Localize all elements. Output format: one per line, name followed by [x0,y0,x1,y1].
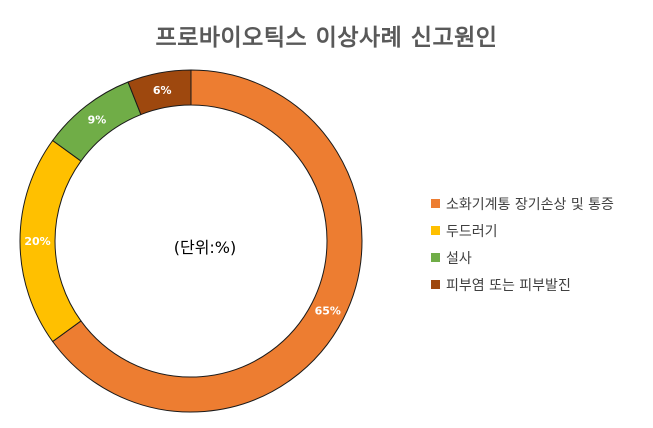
legend-label: 소화기계통 장기손상 및 통증 [446,196,614,213]
center-unit-label: (단위:%) [173,238,237,257]
legend-label: 설사 [446,250,472,267]
donut-slice [127,69,192,116]
slice-data-label: 9% [88,114,107,127]
donut-slice [51,69,363,413]
legend-swatch [431,226,440,235]
legend-swatch [431,253,440,262]
legend-swatch [431,199,440,208]
slice-data-label: 6% [153,84,172,97]
legend-label: 두드러기 [446,223,498,240]
legend: 소화기계통 장기손상 및 통증 두드러기 설사 피부염 또는 피부발진 [431,190,614,298]
legend-label: 피부염 또는 피부발진 [446,277,571,294]
legend-item: 두드러기 [431,217,614,244]
chart-title: 프로바이오틱스 이상사례 신고원인 [155,25,498,51]
legend-item: 소화기계통 장기손상 및 통증 [431,190,614,217]
legend-swatch [431,280,440,289]
legend-item: 피부염 또는 피부발진 [431,271,614,298]
legend-item: 설사 [431,244,614,271]
slice-data-label: 65% [315,305,341,318]
slice-data-label: 20% [24,235,50,248]
